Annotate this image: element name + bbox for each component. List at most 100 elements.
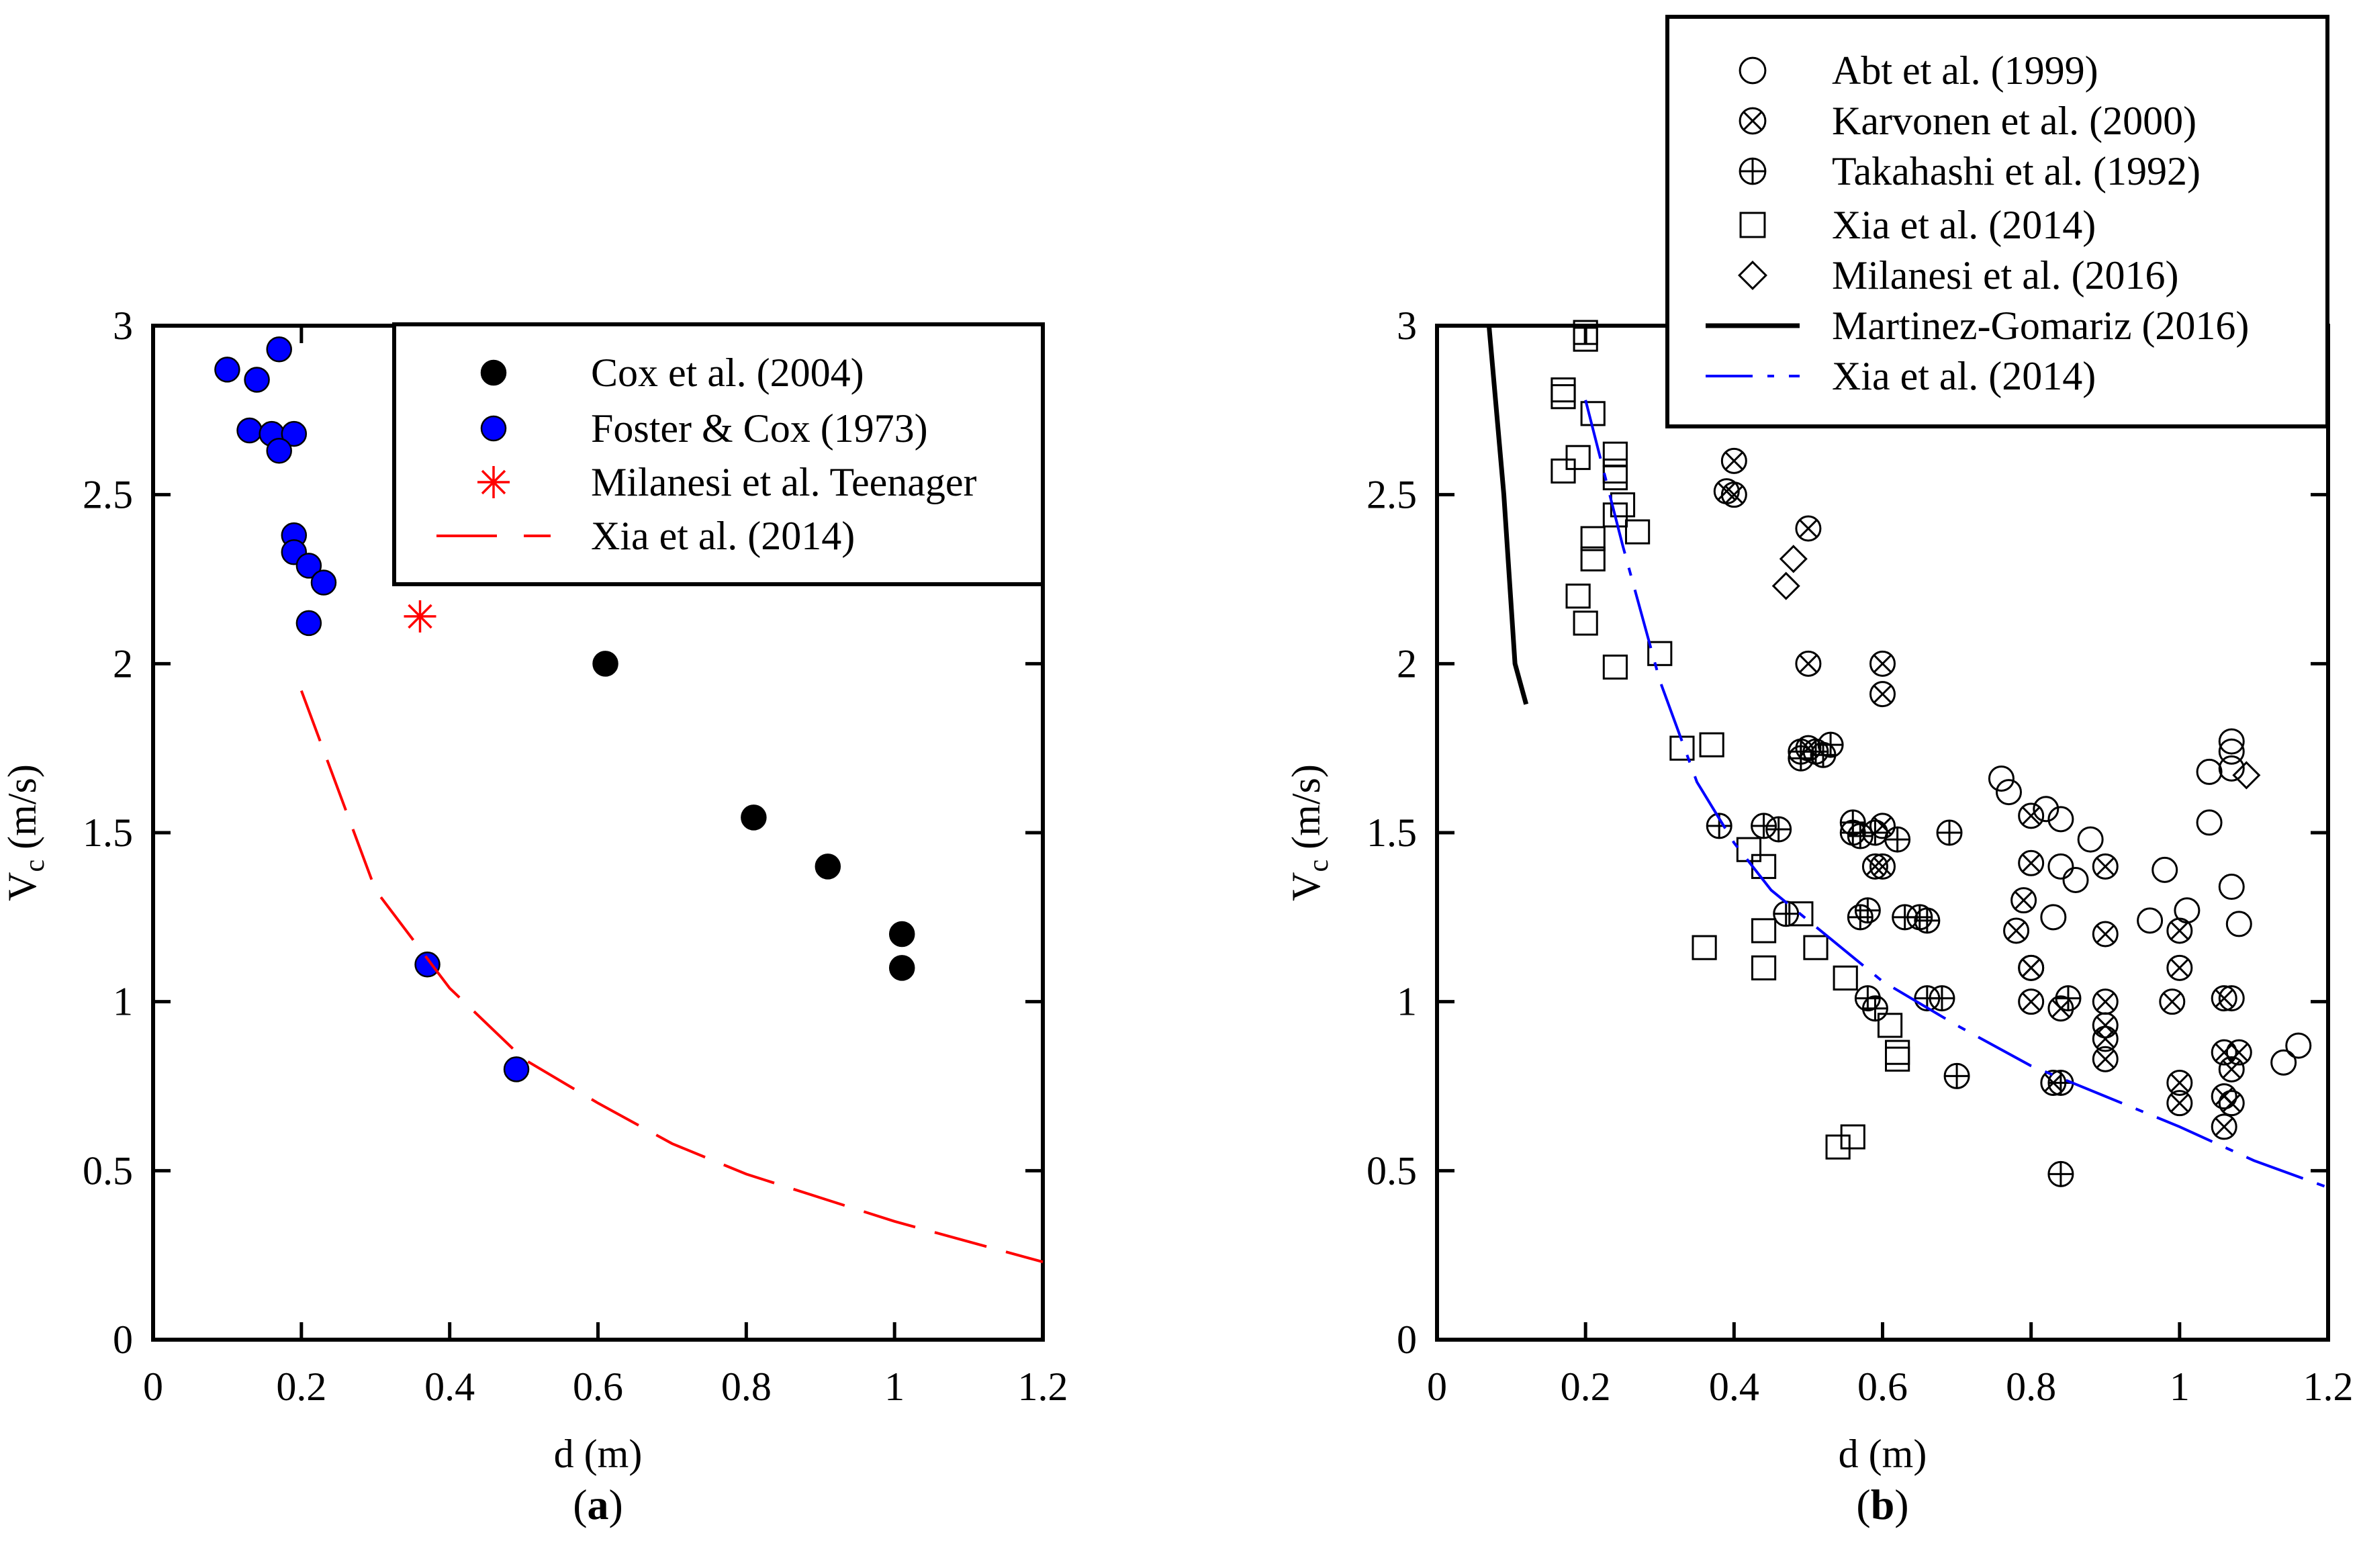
legend-entry-2-symbol-ring: [1739, 107, 1767, 135]
series-karvonen-et-al-2000-point-cross: [1873, 684, 1892, 704]
legend-entry-7: Xia et al. (2014): [1706, 354, 2096, 398]
series-karvonen-et-al-2000-point-cross: [2222, 1060, 2241, 1079]
series-karvonen-et-al-2000-point-cross: [2096, 1016, 2115, 1035]
y-axis-title-subscript: c: [19, 860, 50, 872]
series-takahashi-et-al-1992-point: [1914, 907, 1941, 934]
series-foster-cox-1973-point: [214, 357, 240, 383]
series-karvonen-et-al-2000-point-ring: [2218, 1056, 2245, 1082]
y-axis-title-main: V: [1284, 872, 1328, 901]
series-cox-et-al-2004-point: [815, 854, 841, 880]
series-karvonen-et-al-2000-point: [1869, 853, 1896, 880]
legend-entry-3-symbol-plus: [1740, 158, 1765, 184]
series-karvonen-et-al-2000-point-cross: [1799, 519, 1818, 538]
series-foster-cox-1973-point: [414, 952, 441, 978]
series-karvonen-et-al-2000-point-cross: [2021, 958, 2041, 978]
series-abt-et-al-1999-point: [2077, 826, 2104, 853]
series-karvonen-et-al-2000-point-cross: [2006, 921, 2026, 940]
series-takahashi-et-al-1992-point: [1884, 826, 1911, 853]
series-abt-et-al-1999-point: [2152, 856, 2178, 883]
legend-entry-3-symbol: [1739, 157, 1767, 185]
series-karvonen-et-al-2000-point: [1713, 478, 1740, 505]
series-martinez-gomariz-2016: [1486, 325, 1529, 705]
series-xia-et-al-2014-point: [1551, 377, 1576, 403]
series-karvonen-et-al-2000-point-cross: [2215, 1117, 2233, 1136]
x-tick-label: 0.4: [1709, 1365, 1759, 1409]
series-cox-et-al-2004-point: [888, 921, 915, 948]
series-takahashi-et-al-1992-point: [1861, 995, 1888, 1022]
series-karvonen-et-al-2000-point: [2092, 853, 2119, 880]
series-xia-et-al-2014-point: [1751, 854, 1777, 879]
series-karvonen-et-al-2000-point-cross: [2170, 958, 2189, 978]
y-tick-label: 1.5: [83, 811, 133, 855]
series-abt-et-al-1999-point: [1988, 765, 2015, 792]
legend-entry-1: Abt et al. (1999): [1739, 48, 2098, 93]
series-xia-et-al-2014-point: [1803, 935, 1829, 960]
series-karvonen-et-al-2000-point: [2166, 954, 2193, 981]
series-karvonen-et-al-2000-point: [2092, 1025, 2119, 1052]
series-cox-et-al-2004: [592, 651, 915, 981]
legend-entry-3: Takahashi et al. (1992): [1739, 149, 2201, 193]
series-karvonen-et-al-2000-point-cross: [2215, 1043, 2233, 1062]
series-karvonen-et-al-2000-point: [2166, 917, 2193, 944]
legend-entry-4-label: Xia et al. (2014): [1832, 203, 2096, 247]
series-takahashi-et-al-1992-point-plus: [1766, 817, 1791, 841]
series-xia-et-al-2014-point: [1669, 735, 1695, 761]
legend-box: [1665, 15, 2329, 428]
series-karvonen-et-al-2000-point: [2159, 988, 2186, 1015]
series-takahashi-et-al-1992-point-plus: [1914, 908, 1939, 933]
x-tick-label: 0: [1427, 1365, 1447, 1409]
y-tick-label: 2.5: [1367, 473, 1417, 517]
series-karvonen-et-al-2000-point: [2018, 988, 2045, 1015]
x-tick-label: 1: [884, 1365, 905, 1409]
series-takahashi-et-al-1992-point-plus: [1773, 901, 1798, 926]
panel-label-letter: a: [588, 1481, 609, 1528]
series-xia-et-al-2014-point: [1885, 1040, 1910, 1065]
series-karvonen-et-al-2000-point: [2018, 849, 2045, 876]
x-tick-label: 1.2: [2303, 1365, 2354, 1409]
series-karvonen-et-al-2000-point-ring: [1795, 650, 1822, 677]
series-takahashi-et-al-1992-point-plus: [2055, 986, 2080, 1011]
series-karvonen-et-al-2000-point-ring: [2166, 1069, 2193, 1096]
y-axis-title-unit: (m/s): [0, 764, 44, 860]
panel-label-open: (: [1856, 1481, 1870, 1528]
y-tick-label: 2: [113, 641, 133, 686]
legend: Cox et al. (2004) Foster & Cox (1973) Mila…: [392, 322, 1045, 586]
series-xia-et-al-2014: [299, 690, 1044, 1264]
series-karvonen-et-al-2000-point-ring: [2166, 954, 2193, 981]
series-karvonen-et-al-2000-point: [1720, 447, 1747, 474]
series-karvonen-et-al-2000-point: [2010, 887, 2037, 914]
series-karvonen-et-al-2000-point-ring: [2166, 917, 2193, 944]
panel-label-open: (: [573, 1481, 587, 1528]
series-karvonen-et-al-2000-point-cross: [1724, 451, 1744, 471]
series-karvonen-et-al-2000-point-cross: [1865, 857, 1885, 876]
series-xia-et-al-2014: [1584, 400, 2329, 1189]
series-karvonen-et-al-2000-point: [2003, 917, 2030, 944]
series-takahashi-et-al-1992-point: [2047, 1160, 2074, 1187]
legend-entry-4: Xia et al. (2014): [436, 514, 855, 558]
series-takahashi-et-al-1992-point: [1765, 816, 1792, 843]
series-abt-et-al-1999-point: [2218, 755, 2245, 782]
series-foster-cox-1973-point: [244, 367, 270, 393]
legend-entry-2: Foster & Cox (1973): [480, 406, 928, 451]
series-karvonen-et-al-2000-point: [1795, 650, 1822, 677]
legend-entry-1-label: Cox et al. (2004): [591, 351, 864, 395]
y-tick-label: 2.5: [83, 473, 133, 517]
series-karvonen-et-al-2000-point-cross: [2170, 921, 2189, 940]
series-karvonen-et-al-2000-point: [2166, 1090, 2193, 1117]
series-karvonen-et-al-2000-point: [2211, 1039, 2237, 1066]
series-karvonen-et-al-2000-point: [2018, 802, 2045, 829]
series-xia-et-al-2014-point: [1692, 935, 1717, 960]
series-karvonen-et-al-2000-point: [1795, 515, 1822, 542]
series-xia-et-al-2014-point: [1580, 546, 1606, 571]
series-karvonen-et-al-2000-point-ring: [2211, 1113, 2237, 1140]
series-karvonen-et-al-2000-point-cross: [2170, 1073, 2189, 1093]
x-tick-label: 0.6: [1857, 1365, 1908, 1409]
series-karvonen-et-al-2000-point-cross: [2021, 854, 2041, 873]
series-foster-cox-1973: [214, 336, 530, 1082]
series-xia-et-al-2014-point: [1551, 384, 1576, 410]
series-takahashi-et-al-1992-point-plus: [1885, 827, 1910, 852]
y-tick-label: 1: [113, 980, 133, 1024]
legend-entry-6: Martinez-Gomariz (2016): [1706, 304, 2249, 348]
series-karvonen-et-al-2000-point-ring: [2225, 1039, 2252, 1066]
series-karvonen-et-al-2000: [1713, 447, 2252, 1140]
